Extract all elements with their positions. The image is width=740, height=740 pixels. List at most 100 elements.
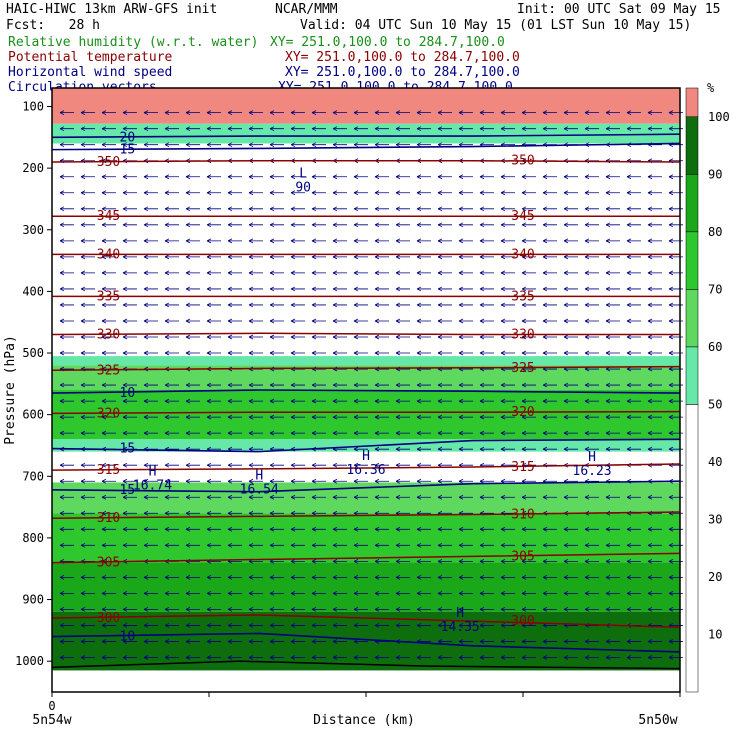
theta-label: 345	[511, 209, 534, 224]
wind-vector	[269, 222, 284, 228]
colorbar-tick-label: 70	[708, 282, 722, 296]
colorbar-tick-label: 90	[708, 167, 722, 181]
wind-vector	[164, 238, 179, 244]
wind-vector	[374, 334, 389, 340]
wind-vector	[479, 623, 494, 628]
wind-vector	[353, 334, 368, 340]
wind-vector	[164, 126, 179, 132]
wind-vector	[206, 270, 221, 276]
wind-vector	[353, 350, 368, 356]
wind-vector	[416, 174, 431, 180]
wind-vector	[59, 382, 74, 388]
wind-vector	[80, 414, 95, 420]
wind-vector	[101, 382, 116, 388]
wind-vector	[542, 254, 557, 260]
wind-vector	[353, 414, 368, 420]
wind-vector	[584, 494, 599, 500]
wind-vector	[353, 286, 368, 292]
wind-vector	[353, 110, 368, 116]
wind-vector	[374, 206, 389, 212]
wind-vector	[290, 270, 305, 276]
wind-vector	[101, 238, 116, 244]
max-marker: H	[362, 449, 370, 464]
rh-band-600	[52, 390, 680, 440]
theta-label: 335	[511, 289, 534, 304]
wind-vector	[311, 414, 326, 420]
wind-vector	[101, 510, 116, 516]
y-axis-label: Pressure (hPa)	[3, 335, 18, 445]
wind-vector	[122, 639, 137, 644]
wind-vector	[584, 526, 599, 532]
wind-vector	[269, 318, 284, 324]
wind-vector	[647, 334, 662, 340]
wind-vector	[416, 494, 431, 500]
wind-vector	[563, 591, 578, 596]
wind-vector	[584, 414, 599, 420]
wind-vector	[206, 655, 221, 660]
wind-vector	[458, 398, 473, 404]
wind-vector	[311, 190, 326, 196]
wind-vector	[416, 110, 431, 116]
init-time: Init: 00 UTC Sat 09 May 15	[517, 2, 721, 17]
wind-vector	[269, 110, 284, 116]
wind-vector	[59, 655, 74, 660]
theta-contour	[51, 332, 680, 336]
wind-vector	[647, 222, 662, 228]
wind-vector	[437, 110, 452, 116]
theta-contour	[51, 410, 681, 415]
wind-vector	[101, 430, 116, 436]
wind-vector	[143, 382, 158, 388]
wind-vector	[311, 510, 326, 516]
wind-vector	[269, 623, 284, 628]
theta-label: 325	[511, 361, 534, 376]
wind-vector	[395, 350, 410, 356]
wind-vector	[332, 639, 347, 644]
y-tick-label: 700	[22, 469, 44, 483]
wind-vector	[269, 478, 284, 484]
wind-vector	[269, 382, 284, 388]
wind-vector	[416, 190, 431, 196]
wind-vector	[416, 302, 431, 308]
wind-vector	[101, 286, 116, 292]
wind-vector	[416, 238, 431, 244]
wind-vector	[164, 414, 179, 420]
wind-vector	[185, 414, 200, 420]
wind-vector	[584, 254, 599, 260]
wind-vector	[311, 655, 326, 660]
wind-vector	[353, 142, 368, 148]
wind-vector	[479, 126, 494, 132]
wind-vector	[479, 398, 494, 404]
max-marker: H	[588, 450, 596, 465]
wind-vector	[206, 526, 221, 532]
wind-vector	[311, 270, 326, 276]
wind-vector	[479, 350, 494, 356]
wind-vector	[353, 526, 368, 532]
wind-vector	[122, 126, 137, 132]
wind-vector	[563, 110, 578, 116]
wind-vector	[122, 222, 137, 228]
wind-vector	[416, 126, 431, 132]
wind-vector	[143, 254, 158, 260]
wind-vector	[269, 126, 284, 132]
wind-vector	[647, 382, 662, 388]
wind-vector	[626, 286, 641, 292]
wind-vector	[227, 142, 242, 148]
wind-vector	[542, 302, 557, 308]
wind-vector	[521, 430, 536, 436]
wind-vector	[101, 655, 116, 660]
wind-vector	[227, 350, 242, 356]
wind-vector	[647, 558, 662, 564]
wind-vector	[122, 206, 137, 212]
wind-vector	[206, 190, 221, 196]
wind-vector	[248, 414, 263, 420]
wind-vector	[668, 206, 683, 212]
wind-vector	[605, 318, 620, 324]
wind-vector	[80, 110, 95, 116]
wind-vector	[563, 174, 578, 180]
wind-vector	[164, 302, 179, 308]
theta-label: 350	[97, 155, 120, 170]
wind-vector	[542, 174, 557, 180]
wind-contour	[51, 133, 681, 139]
wind-vector	[521, 542, 536, 548]
wind-vector	[542, 206, 557, 212]
